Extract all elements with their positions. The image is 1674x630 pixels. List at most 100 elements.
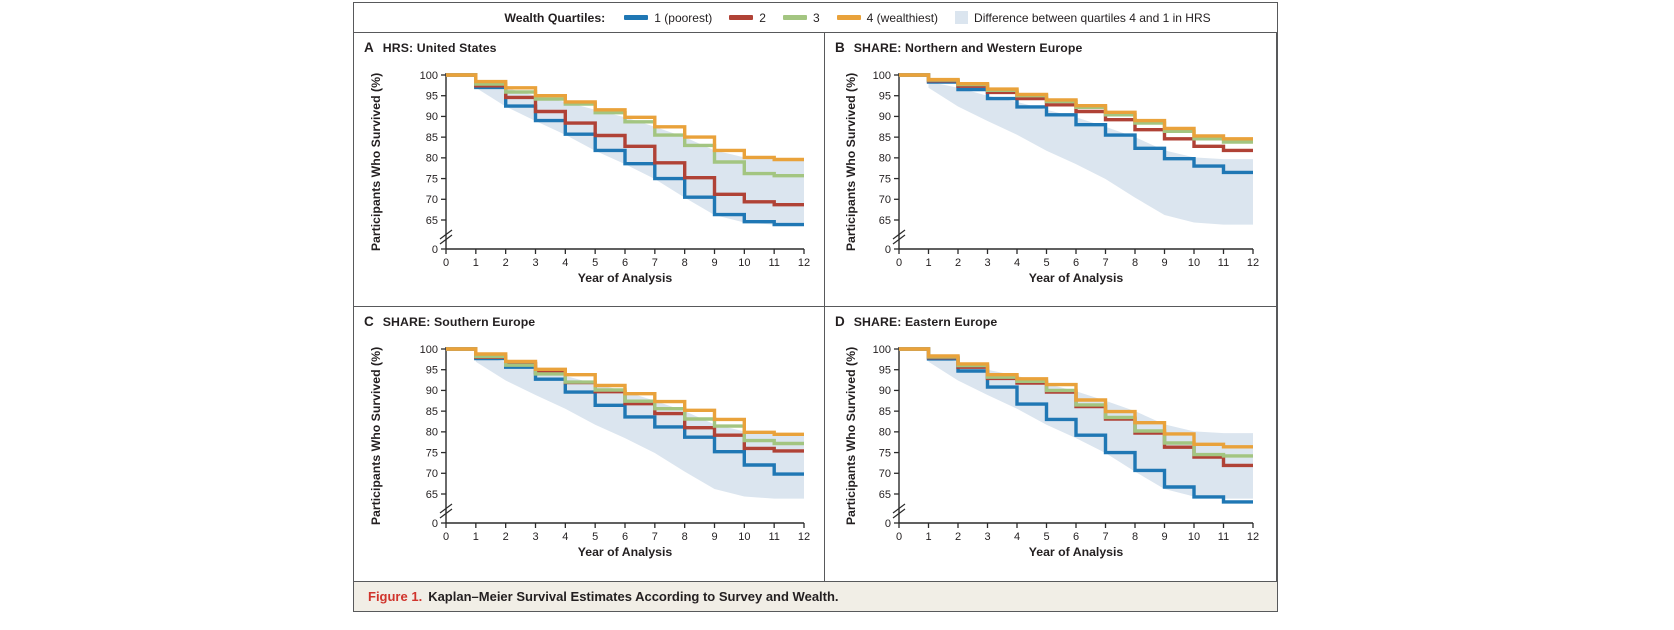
- y-axis-label: Participants Who Survived (%): [369, 347, 383, 525]
- x-tick-label: 0: [443, 531, 449, 543]
- x-tick-label: 12: [798, 257, 810, 269]
- y-axis-break-icon: [439, 503, 453, 514]
- x-tick-label: 6: [622, 257, 628, 269]
- survival-curve-q1: [899, 347, 1253, 504]
- x-tick-label: 12: [1247, 257, 1259, 269]
- panel-d-letter: D: [835, 314, 845, 329]
- y-tick-label: 65: [879, 215, 891, 227]
- y-axis-break-icon: [892, 234, 906, 245]
- y-tick-label: 85: [426, 406, 438, 418]
- survival-curve-q4: [446, 73, 804, 162]
- legend-swatch-q3-icon: [782, 15, 807, 20]
- y-tick-label: 0: [432, 244, 438, 256]
- x-tick-label: 7: [1102, 257, 1108, 269]
- x-tick-label: 0: [896, 257, 902, 269]
- y-tick-label: 80: [879, 427, 891, 439]
- x-tick-label: 1: [925, 531, 931, 543]
- x-tick-label: 5: [592, 257, 598, 269]
- panel-d-title: SHARE: Eastern Europe: [853, 315, 998, 329]
- x-tick-label: 6: [1073, 257, 1079, 269]
- caption-text: Kaplan–Meier Survival Estimates Accordin…: [428, 589, 839, 604]
- y-tick-label: 80: [426, 153, 438, 165]
- y-axis-break-icon: [439, 508, 453, 519]
- y-tick-label: 85: [426, 132, 438, 144]
- panel-header: C SHARE: Southern Europe: [364, 314, 535, 329]
- legend-label-q3: 3: [812, 10, 820, 25]
- y-tick-label: 75: [879, 173, 891, 185]
- y-tick-label: 100: [873, 70, 891, 82]
- x-tick-label: 10: [1188, 531, 1200, 543]
- x-tick-label: 4: [562, 531, 568, 543]
- x-axis-label: Year of Analysis: [578, 545, 673, 559]
- y-tick-label: 95: [879, 365, 891, 377]
- legend-label-q2: 2: [759, 10, 766, 25]
- x-tick-label: 9: [711, 257, 717, 269]
- legend-label-q1: 1 (poorest): [654, 10, 713, 25]
- legend-title: Wealth Quartiles:: [504, 10, 606, 25]
- x-tick-label: 3: [532, 257, 538, 269]
- x-tick-label: 5: [1043, 531, 1049, 543]
- panel-c-letter: C: [364, 314, 374, 329]
- y-tick-label: 85: [879, 406, 891, 418]
- legend-band-label: Difference between quartiles 4 and 1 in …: [974, 10, 1211, 25]
- x-tick-label: 3: [984, 531, 990, 543]
- y-tick-label: 95: [426, 365, 438, 377]
- x-tick-label: 1: [925, 257, 931, 269]
- y-tick-label: 75: [426, 447, 438, 459]
- x-tick-label: 8: [1132, 531, 1138, 543]
- x-tick-label: 4: [1014, 257, 1020, 269]
- legend-swatch-q1-icon: [624, 15, 649, 20]
- x-tick-label: 11: [768, 531, 779, 543]
- y-tick-label: 0: [885, 244, 891, 256]
- figure-1-container: Wealth Quartiles: 1 (poorest) 2 3 4 (wealth…: [353, 2, 1278, 612]
- y-tick-label: 90: [879, 111, 891, 123]
- x-tick-label: 11: [1218, 531, 1229, 543]
- survival-curve-q4: [446, 347, 804, 436]
- legend: Wealth Quartiles: 1 (poorest) 2 3 4 (wealth…: [354, 3, 1277, 33]
- y-tick-label: 65: [426, 489, 438, 501]
- y-tick-label: 80: [426, 427, 438, 439]
- y-tick-label: 70: [879, 194, 891, 206]
- panel-b: B SHARE: Northern and Western Europe 100…: [825, 33, 1276, 306]
- y-tick-label: 0: [885, 518, 891, 530]
- y-axis-label: Participants Who Survived (%): [844, 73, 858, 251]
- panel-d: D SHARE: Eastern Europe 100 95 90 85 80 75 70 6…: [825, 307, 1276, 581]
- panel-c-title: SHARE: Southern Europe: [382, 315, 536, 329]
- figure-label: Figure 1.: [368, 589, 423, 604]
- panel-b-letter: B: [835, 40, 845, 55]
- x-tick-label: 9: [711, 531, 717, 543]
- legend-swatch-q2-icon: [729, 15, 754, 20]
- panel-c: C SHARE: Southern Europe 100 95 90 85 80 75 70…: [354, 307, 824, 581]
- y-axis-label: Participants Who Survived (%): [844, 347, 858, 525]
- x-tick-label: 2: [503, 257, 509, 269]
- y-axis-label: Participants Who Survived (%): [369, 73, 383, 251]
- x-tick-label: 7: [1102, 531, 1108, 543]
- x-tick-label: 2: [955, 257, 961, 269]
- x-axis-label: Year of Analysis: [1029, 271, 1124, 285]
- y-axis-break-icon: [439, 229, 453, 240]
- panel-a: A HRS: United States 100 95 90 85 80 75 70 65 0 0…: [354, 33, 824, 306]
- y-tick-label: 70: [426, 468, 438, 480]
- x-tick-label: 7: [652, 531, 658, 543]
- y-tick-label: 85: [879, 132, 891, 144]
- y-axis-break-icon: [892, 508, 906, 519]
- x-tick-label: 3: [984, 257, 990, 269]
- legend-swatch-q4-icon: [836, 15, 861, 20]
- legend-item-q4: 4 (wealthiest): [836, 11, 938, 25]
- y-tick-label: 90: [426, 111, 438, 123]
- y-tick-label: 75: [879, 447, 891, 459]
- x-tick-label: 6: [1073, 531, 1079, 543]
- x-tick-label: 8: [682, 257, 688, 269]
- panel-a-letter: A: [364, 40, 374, 55]
- legend-item-q1: 1 (poorest): [624, 11, 712, 25]
- x-tick-label: 6: [622, 531, 628, 543]
- y-tick-label: 70: [879, 468, 891, 480]
- y-tick-label: 65: [879, 489, 891, 501]
- caption-bar: Figure 1. Kaplan–Meier Survival Estimate…: [354, 581, 1277, 611]
- band-swatch-icon: [955, 11, 969, 24]
- y-tick-label: 90: [426, 385, 438, 397]
- x-axis-label: Year of Analysis: [578, 271, 673, 285]
- y-axis-break-icon: [439, 234, 453, 245]
- y-tick-label: 0: [432, 518, 438, 530]
